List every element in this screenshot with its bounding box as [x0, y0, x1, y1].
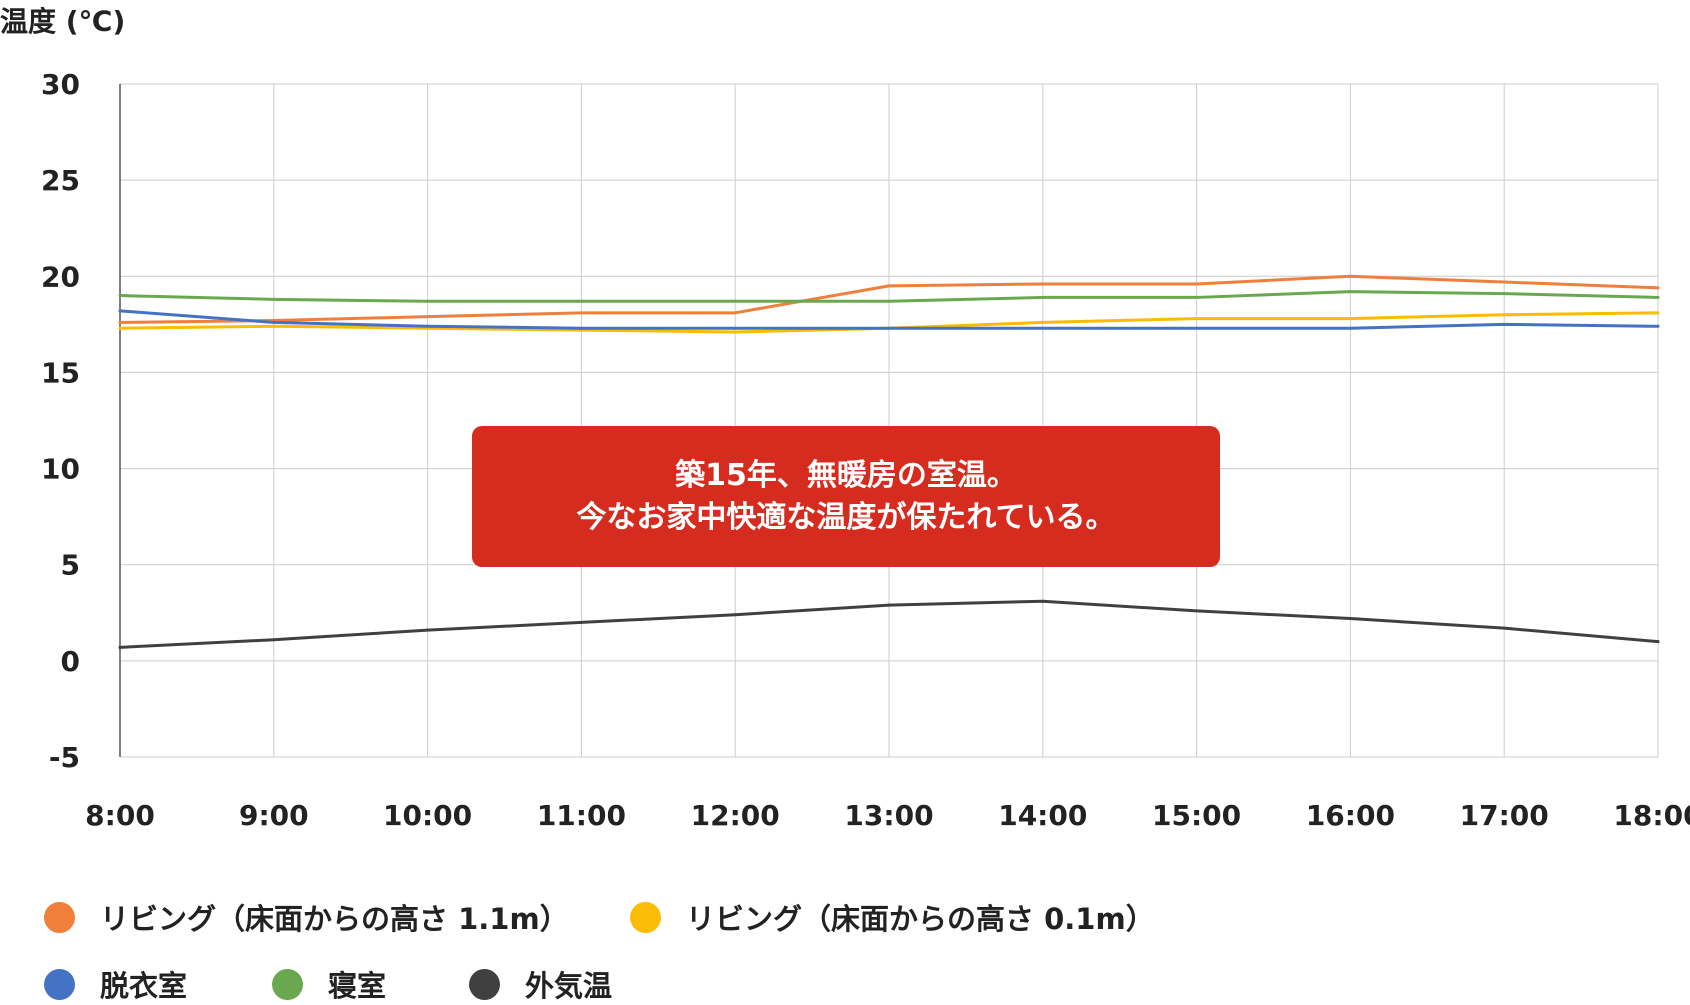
y-tick-label: 30: [41, 68, 80, 101]
series-3-point: [733, 299, 737, 303]
legend-item-bedroom: 寝室: [272, 963, 386, 1005]
series-4-point: [733, 613, 737, 617]
series-0-point: [887, 284, 891, 288]
annotation-line-1: 築15年、無暖房の室温。: [675, 457, 1017, 493]
series-1-point: [1041, 320, 1045, 324]
x-tick-label: 13:00: [844, 799, 933, 832]
legend-label: 外気温: [525, 969, 613, 1003]
series-1-point: [1502, 313, 1506, 317]
series-0-point: [1195, 282, 1199, 286]
y-tick-label: -5: [49, 741, 80, 774]
series-0-point: [579, 311, 583, 315]
x-tick-label: 10:00: [383, 799, 472, 832]
series-3-point: [272, 297, 276, 301]
series-0-point: [426, 315, 430, 319]
series-2-point: [272, 320, 276, 324]
x-tick-label: 9:00: [239, 799, 309, 832]
legend-dot-blue: [44, 968, 75, 1000]
legend-item-living-0-1m: リビング（床面からの高さ 0.1m）: [630, 896, 1155, 938]
y-tick-label: 20: [41, 260, 80, 293]
series-3-point: [1502, 292, 1506, 296]
series-3-point: [118, 294, 122, 298]
series-2-point: [1348, 326, 1352, 330]
series-3-point: [1195, 295, 1199, 299]
series-1-point: [272, 324, 276, 328]
series-0-point: [733, 311, 737, 315]
series-4-point: [579, 620, 583, 624]
x-tick-label: 14:00: [998, 799, 1087, 832]
series-3-point: [579, 299, 583, 303]
series-2-point: [118, 309, 122, 313]
series-3-point: [426, 299, 430, 303]
legend-label: リビング（床面からの高さ 0.1m）: [686, 902, 1155, 936]
series-1-point: [1348, 317, 1352, 321]
series-3-point: [887, 299, 891, 303]
y-tick-label: 15: [41, 356, 80, 389]
series-3-point: [1348, 290, 1352, 294]
series-3-point: [1041, 295, 1045, 299]
x-tick-label: 16:00: [1306, 799, 1395, 832]
series-2-point: [1041, 326, 1045, 330]
series-2-point: [733, 326, 737, 330]
y-tick-label: 0: [61, 645, 80, 678]
y-axis-label: 温度 (℃): [0, 5, 126, 38]
series-4-point: [1195, 609, 1199, 613]
x-tick-label: 12:00: [691, 799, 780, 832]
series-1-point: [1195, 317, 1199, 321]
series-4-point: [1041, 599, 1045, 603]
annotation-line-2: 今なお家中快適な温度が保たれている。: [576, 499, 1116, 535]
legend-item-dressing-room: 脱衣室: [44, 963, 187, 1005]
series-0-point: [1656, 286, 1660, 290]
legend-dot-orange: [44, 901, 75, 933]
legend-item-outside: 外気温: [469, 963, 612, 1005]
legend-dot-green: [272, 968, 303, 1000]
series-4-point: [272, 638, 276, 642]
legend-label: リビング（床面からの高さ 1.1m）: [100, 902, 569, 936]
series-4-point: [118, 645, 122, 649]
series-2-point: [887, 326, 891, 330]
x-tick-label: 17:00: [1460, 799, 1549, 832]
series-2-point: [1656, 324, 1660, 328]
annotation-box: 築15年、無暖房の室温。 今なお家中快適な温度が保たれている。: [472, 426, 1220, 567]
y-tick-label: 25: [41, 164, 80, 197]
series-4-point: [1348, 617, 1352, 621]
series-1-point: [733, 330, 737, 334]
series-4-point: [1656, 640, 1660, 644]
series-2-point: [426, 324, 430, 328]
y-tick-label: 5: [61, 549, 80, 582]
series-1-point: [1656, 311, 1660, 315]
series-0-point: [1348, 274, 1352, 278]
y-tick-label: 10: [41, 453, 80, 486]
legend-item-living-1-1m: リビング（床面からの高さ 1.1m）: [44, 896, 569, 938]
series-2-point: [1502, 322, 1506, 326]
x-tick-label: 18:00: [1613, 799, 1690, 832]
series-2-point: [579, 326, 583, 330]
series-4-point: [887, 603, 891, 607]
series-4-point: [1502, 626, 1506, 630]
series-3-point: [1656, 295, 1660, 299]
x-tick-label: 11:00: [537, 799, 626, 832]
legend-label: 寝室: [328, 969, 387, 1003]
series-0-point: [118, 320, 122, 324]
legend-dot-gray: [469, 968, 500, 1000]
series-2-point: [1195, 326, 1199, 330]
series-0-point: [1041, 282, 1045, 286]
x-tick-label: 15:00: [1152, 799, 1241, 832]
series-0-point: [1502, 280, 1506, 284]
series-4-point: [426, 628, 430, 632]
series-1-point: [118, 326, 122, 330]
x-tick-label: 8:00: [85, 799, 155, 832]
legend-label: 脱衣室: [100, 969, 188, 1003]
legend-dot-yellow: [630, 901, 661, 933]
